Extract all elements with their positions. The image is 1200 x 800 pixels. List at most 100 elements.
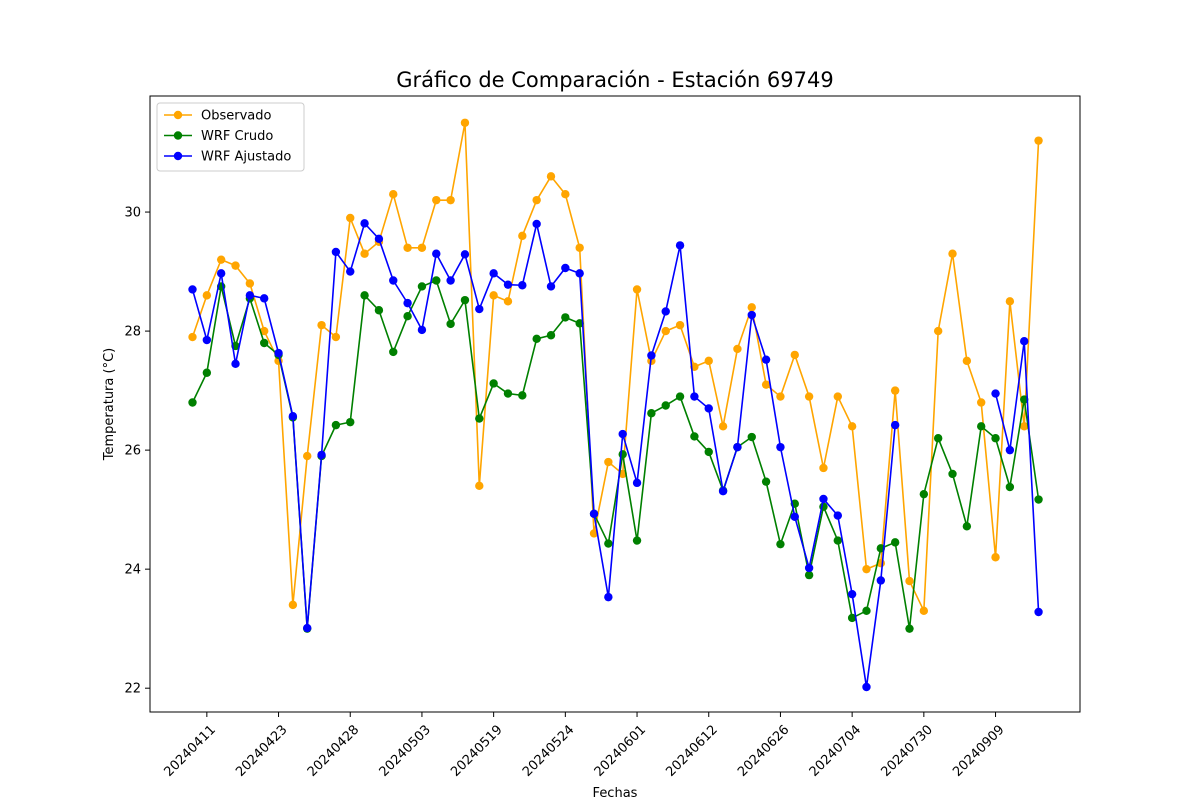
data-point xyxy=(862,682,871,692)
data-point xyxy=(389,276,398,285)
data-point xyxy=(360,249,369,258)
data-point xyxy=(962,522,972,531)
data-point xyxy=(876,576,886,585)
data-point xyxy=(747,303,756,312)
data-point xyxy=(317,450,326,460)
data-point xyxy=(417,243,427,252)
data-point xyxy=(245,279,255,288)
data-point xyxy=(690,392,699,401)
data-point xyxy=(188,285,197,294)
legend-label: Observado xyxy=(201,109,272,124)
data-point xyxy=(675,241,685,250)
data-point xyxy=(991,389,1000,398)
data-point xyxy=(776,539,785,549)
data-point xyxy=(360,219,369,228)
data-point xyxy=(632,478,642,488)
legend-item: WRF Crudo xyxy=(164,129,273,144)
data-point xyxy=(432,249,441,258)
data-point xyxy=(819,463,828,473)
data-point xyxy=(604,539,613,548)
data-point xyxy=(761,380,771,389)
data-point xyxy=(661,326,670,336)
data-point xyxy=(1034,136,1043,145)
data-point xyxy=(503,297,513,306)
series-line xyxy=(191,279,1040,630)
legend-label: WRF Crudo xyxy=(201,129,273,144)
data-point xyxy=(374,306,384,315)
data-point xyxy=(288,600,298,610)
legend-swatch-marker xyxy=(173,110,183,120)
data-point xyxy=(460,118,470,127)
data-point xyxy=(446,319,455,329)
data-point xyxy=(933,326,943,336)
data-point xyxy=(761,477,771,486)
data-point xyxy=(432,276,441,285)
data-point xyxy=(561,263,570,273)
data-point xyxy=(804,570,814,580)
data-point xyxy=(847,422,857,431)
data-point xyxy=(919,489,929,499)
data-point xyxy=(718,422,728,431)
data-point xyxy=(704,356,713,366)
y-tick-label: 28 xyxy=(124,325,141,340)
data-point xyxy=(546,172,556,181)
data-point xyxy=(202,368,212,377)
data-point xyxy=(647,351,656,360)
data-point xyxy=(618,429,627,439)
data-point xyxy=(647,409,656,418)
data-point xyxy=(518,231,527,241)
data-point xyxy=(575,269,584,278)
data-point xyxy=(962,356,972,366)
data-point xyxy=(890,386,900,395)
data-point xyxy=(389,347,398,357)
data-point xyxy=(460,295,470,305)
data-point xyxy=(417,325,427,335)
data-point xyxy=(317,320,326,330)
data-point xyxy=(905,624,914,633)
legend-swatch-marker xyxy=(173,131,183,140)
data-point xyxy=(446,276,455,285)
data-point xyxy=(532,219,541,229)
data-point xyxy=(518,281,527,290)
data-point xyxy=(761,355,771,364)
legend-item: WRF Ajustado xyxy=(164,150,291,165)
data-point xyxy=(804,563,814,573)
data-point xyxy=(446,195,455,205)
data-point xyxy=(1020,337,1029,346)
data-point xyxy=(1005,445,1015,455)
data-point xyxy=(403,298,412,308)
data-point xyxy=(346,267,355,276)
data-point xyxy=(776,392,785,401)
data-point xyxy=(245,291,255,300)
data-point xyxy=(790,512,799,521)
data-point xyxy=(804,392,814,401)
data-point xyxy=(604,592,613,602)
legend-item: Observado xyxy=(164,109,272,124)
data-point xyxy=(589,529,599,538)
data-point xyxy=(202,291,212,300)
data-point xyxy=(346,417,355,427)
plot-frame xyxy=(149,95,1081,713)
data-point xyxy=(790,350,799,360)
data-point xyxy=(331,247,341,257)
data-point xyxy=(303,451,312,461)
data-point xyxy=(919,606,929,616)
data-point xyxy=(216,255,226,264)
data-point xyxy=(747,432,756,442)
data-point xyxy=(933,434,943,443)
data-point xyxy=(718,486,728,496)
chart-title: Gráfico de Comparación - Estación 69749 xyxy=(396,68,833,92)
data-point xyxy=(833,511,842,520)
data-point xyxy=(260,294,269,303)
data-point xyxy=(589,509,599,519)
data-point xyxy=(288,412,298,421)
data-point xyxy=(331,332,341,342)
y-tick-label: 26 xyxy=(124,444,141,459)
data-point xyxy=(403,243,412,252)
data-point xyxy=(346,213,355,223)
data-point xyxy=(690,432,699,441)
data-point xyxy=(575,243,584,252)
legend-swatch-marker xyxy=(173,151,183,161)
data-point xyxy=(819,494,828,504)
data-point xyxy=(1034,607,1043,617)
